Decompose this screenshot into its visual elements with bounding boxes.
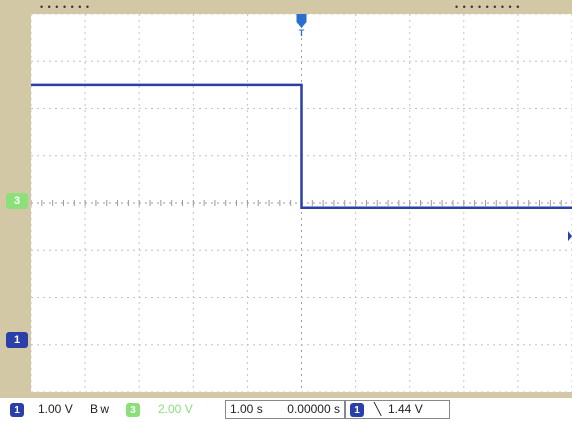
- waveform-display[interactable]: T: [30, 0, 572, 393]
- bandwidth-limit-label: B w: [90, 402, 110, 416]
- channel-1-ground-marker[interactable]: 1: [6, 332, 28, 348]
- channel-1-trace: [31, 83, 572, 209]
- trigger-box[interactable]: 1 ╲ 1.44 V: [345, 400, 450, 419]
- trigger-level: 1.44 V: [388, 402, 423, 416]
- channel-3-badge[interactable]: 3: [126, 403, 140, 417]
- top-edge-ticks-left: • • • • • • •: [40, 2, 91, 12]
- top-edge-ticks-right: • • • • • • • • •: [455, 2, 521, 12]
- trigger-edge-icon: ╲: [374, 402, 382, 416]
- trigger-level-arrow-icon: [568, 231, 572, 242]
- timebase-delay: 0.00000 s: [287, 402, 340, 416]
- trigger-marker-label: T: [299, 28, 305, 38]
- channel-3-scale: 2.00 V: [158, 402, 193, 416]
- status-readout-bar: 1 1.00 V B w 3 2.00 V 1.00 s 0.00000 s 1…: [0, 398, 572, 422]
- trigger-arrow-icon: [296, 14, 307, 28]
- timebase-box[interactable]: 1.00 s 0.00000 s: [225, 400, 345, 419]
- channel-1-badge[interactable]: 1: [10, 403, 24, 417]
- channel-3-ground-marker[interactable]: 3: [6, 193, 28, 209]
- trigger-position-marker[interactable]: T: [296, 14, 307, 38]
- trigger-source-badge: 1: [350, 403, 364, 417]
- channel-1-scale: 1.00 V: [38, 402, 73, 416]
- timebase-scale: 1.00 s: [230, 402, 263, 416]
- graticule: T: [30, 0, 572, 393]
